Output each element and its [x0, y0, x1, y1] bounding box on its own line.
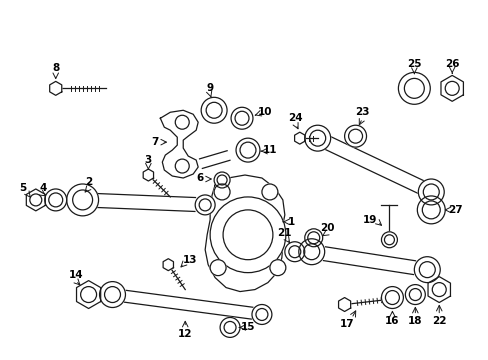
Circle shape [175, 115, 189, 129]
Text: 13: 13 [183, 255, 197, 265]
Circle shape [262, 184, 277, 200]
Circle shape [417, 179, 443, 205]
Circle shape [416, 196, 444, 224]
Circle shape [413, 257, 439, 283]
Text: 10: 10 [257, 107, 272, 117]
Polygon shape [205, 175, 285, 292]
Text: 25: 25 [406, 59, 421, 69]
Polygon shape [50, 81, 61, 95]
Text: 7: 7 [151, 137, 159, 147]
Polygon shape [323, 247, 415, 275]
Circle shape [45, 189, 66, 211]
Polygon shape [76, 280, 101, 309]
Circle shape [381, 287, 403, 309]
Circle shape [175, 159, 189, 173]
Text: 18: 18 [407, 316, 422, 327]
Text: 21: 21 [277, 228, 291, 238]
Circle shape [66, 184, 99, 216]
Circle shape [201, 97, 226, 123]
Text: 3: 3 [144, 155, 152, 165]
Text: 15: 15 [240, 323, 255, 332]
Text: 12: 12 [178, 329, 192, 339]
Circle shape [285, 242, 304, 262]
Polygon shape [160, 110, 198, 178]
Circle shape [381, 232, 397, 248]
Text: 23: 23 [355, 107, 369, 117]
Circle shape [210, 260, 225, 276]
Text: 16: 16 [385, 316, 399, 327]
Polygon shape [427, 276, 449, 302]
Circle shape [230, 107, 252, 129]
Text: 11: 11 [262, 145, 277, 155]
Text: 17: 17 [340, 319, 354, 329]
Polygon shape [294, 132, 305, 144]
Circle shape [195, 195, 215, 215]
Polygon shape [95, 193, 195, 211]
Circle shape [214, 172, 229, 188]
Circle shape [398, 72, 429, 104]
Circle shape [344, 125, 366, 147]
Circle shape [220, 318, 240, 337]
Text: 14: 14 [68, 270, 83, 280]
Text: 2: 2 [85, 177, 92, 187]
Text: 20: 20 [320, 223, 334, 233]
Circle shape [405, 285, 425, 305]
Text: 27: 27 [447, 205, 462, 215]
Text: 8: 8 [52, 63, 59, 73]
Polygon shape [440, 75, 463, 101]
Circle shape [236, 138, 260, 162]
Text: 22: 22 [431, 316, 446, 327]
Circle shape [298, 239, 324, 265]
Circle shape [304, 229, 322, 247]
Circle shape [304, 125, 330, 151]
Circle shape [251, 305, 271, 324]
Polygon shape [325, 137, 423, 193]
Polygon shape [26, 189, 45, 211]
Circle shape [210, 197, 285, 273]
Text: 24: 24 [288, 113, 303, 123]
Circle shape [100, 282, 125, 307]
Polygon shape [143, 169, 153, 181]
Text: 9: 9 [206, 84, 213, 93]
Circle shape [214, 184, 229, 200]
Polygon shape [163, 259, 173, 271]
Polygon shape [199, 151, 229, 168]
Text: 6: 6 [196, 173, 203, 183]
Text: 4: 4 [39, 183, 46, 193]
Polygon shape [338, 298, 350, 311]
Text: 19: 19 [362, 215, 376, 225]
Polygon shape [124, 291, 252, 319]
Circle shape [269, 260, 285, 276]
Text: 5: 5 [19, 183, 26, 193]
Text: 26: 26 [444, 59, 459, 69]
Text: 1: 1 [287, 217, 295, 227]
